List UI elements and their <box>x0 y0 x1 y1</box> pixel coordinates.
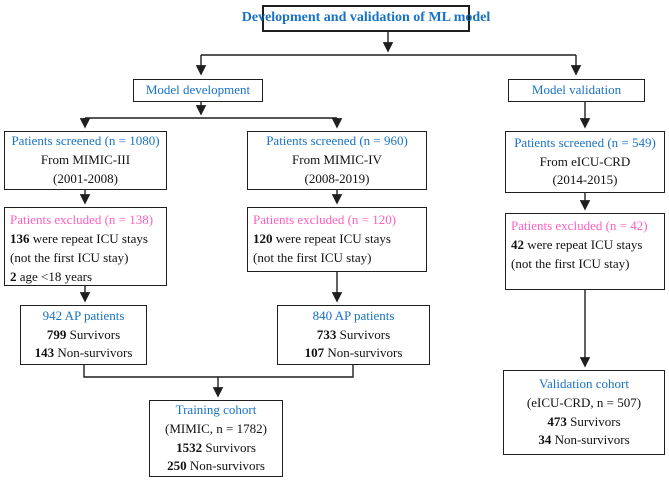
box-heading: Patients screened (n = 549) <box>514 134 656 150</box>
excluded-line: 136 were repeat ICU stays <box>10 230 148 246</box>
survivors-line: 799 Survivors <box>46 326 121 342</box>
nonsurvivors-line: 143 Non-survivors <box>34 345 133 361</box>
box-years: (2001-2008) <box>53 170 118 186</box>
excluded-mimic3-box: Patients excluded (n = 138) 136 were rep… <box>4 207 167 286</box>
screened-mimic3-box: Patients screened (n = 1080) From MIMIC-… <box>4 131 167 190</box>
box-heading: Patients excluded (n = 120) <box>253 212 397 227</box>
validation-cohort-box: Validation cohort (eICU-CRD, n = 507) 47… <box>503 370 665 455</box>
model-validation-box: Model validation <box>508 79 645 102</box>
excluded-line: (not the first ICU stay) <box>253 249 372 265</box>
box-subheading: (eICU-CRD, n = 507) <box>526 394 642 410</box>
excluded-line: 42 were repeat ICU stays <box>511 236 643 252</box>
connector-ap-merge <box>83 365 354 378</box>
box-heading: Training cohort <box>175 401 257 417</box>
excluded-eicu-box: Patients excluded (n = 42) 42 were repea… <box>505 213 665 290</box>
nonsurvivors-line: 250 Non-survivors <box>167 458 265 474</box>
screened-eicu-box: Patients screened (n = 549) From eICU-CR… <box>505 131 665 193</box>
title-box: Development and validation of ML model <box>242 5 490 32</box>
box-source: From MIMIC-III <box>40 152 131 168</box>
box-years: (2008-2019) <box>304 170 370 186</box>
box-heading: Patients screened (n = 1080) <box>11 133 160 149</box>
training-cohort-box: Training cohort (MIMIC, n = 1782) 1532 S… <box>149 400 283 477</box>
excluded-line: 2 age <18 years <box>10 268 93 284</box>
model-development-label: Model development <box>145 82 251 98</box>
excluded-line: (not the first ICU stay) <box>511 255 630 271</box>
nonsurvivors-line: 34 Non-survivors <box>538 432 630 448</box>
box-years: (2014-2015) <box>552 172 618 188</box>
survivors-line: 1532 Survivors <box>176 439 256 455</box>
box-heading: Validation cohort <box>539 375 629 391</box>
survivors-line: 473 Survivors <box>547 413 621 429</box>
model-validation-label: Model validation <box>531 82 622 98</box>
box-heading: Patients excluded (n = 42) <box>511 218 648 233</box>
box-heading: 942 AP patients <box>42 307 125 323</box>
model-development-box: Model development <box>133 79 263 102</box>
box-subheading: (MIMIC, n = 1782) <box>165 420 267 436</box>
page-title: Development and validation of ML model <box>241 10 491 26</box>
survivors-line: 733 Survivors <box>316 326 391 342</box>
ap-mimic4-box: 840 AP patients 733 Survivors 107 Non-su… <box>277 305 430 365</box>
excluded-mimic4-box: Patients excluded (n = 120) 120 were rep… <box>247 207 427 272</box>
screened-mimic4-box: Patients screened (n = 960) From MIMIC-I… <box>247 131 427 190</box>
box-source: From eICU-CRD <box>539 153 631 169</box>
box-heading: Patients screened (n = 960) <box>266 133 408 149</box>
box-heading: 840 AP patients <box>312 307 395 323</box>
nonsurvivors-line: 107 Non-survivors <box>304 345 403 361</box>
excluded-line: 120 were repeat ICU stays <box>253 230 391 246</box>
box-source: From MIMIC-IV <box>292 152 382 168</box>
excluded-line: (not the first ICU stay) <box>10 249 129 265</box>
box-heading: Patients excluded (n = 138) <box>10 212 154 227</box>
ap-mimic3-box: 942 AP patients 799 Survivors 143 Non-su… <box>20 305 147 365</box>
